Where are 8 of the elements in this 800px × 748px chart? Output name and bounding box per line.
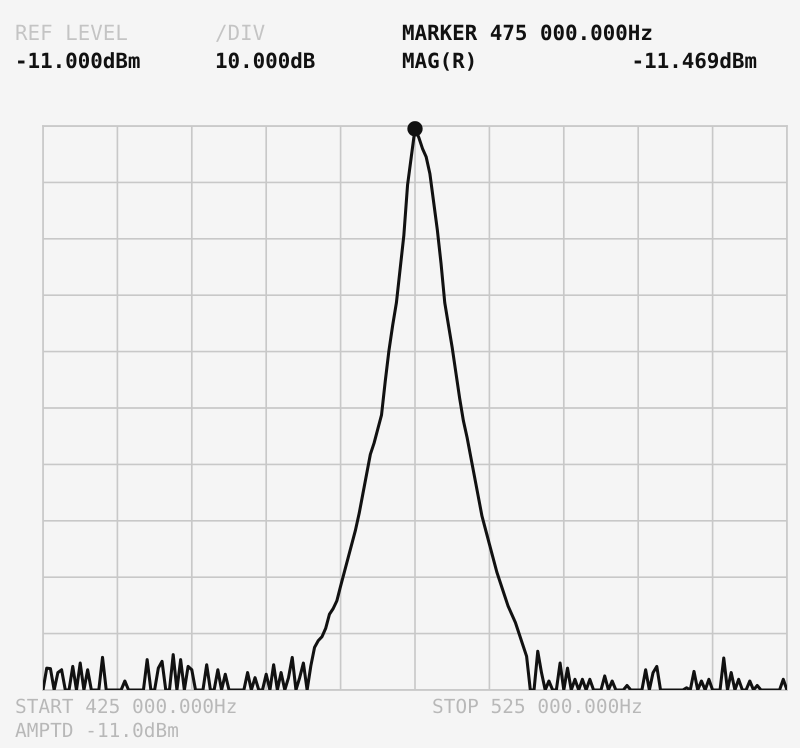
text: -11.469dBm	[634, 52, 756, 68]
text: MARKER 475 000.000Hz	[402, 24, 652, 40]
text: MAG(R)	[402, 52, 474, 71]
text: AMPTD -11.0dBm	[15, 722, 178, 738]
text: START 425 000.000Hz	[16, 698, 236, 714]
text: STOP 525 000.000Hz	[433, 698, 641, 714]
text: -11.000dBm	[18, 52, 140, 68]
text: 10.000dB	[216, 52, 315, 68]
